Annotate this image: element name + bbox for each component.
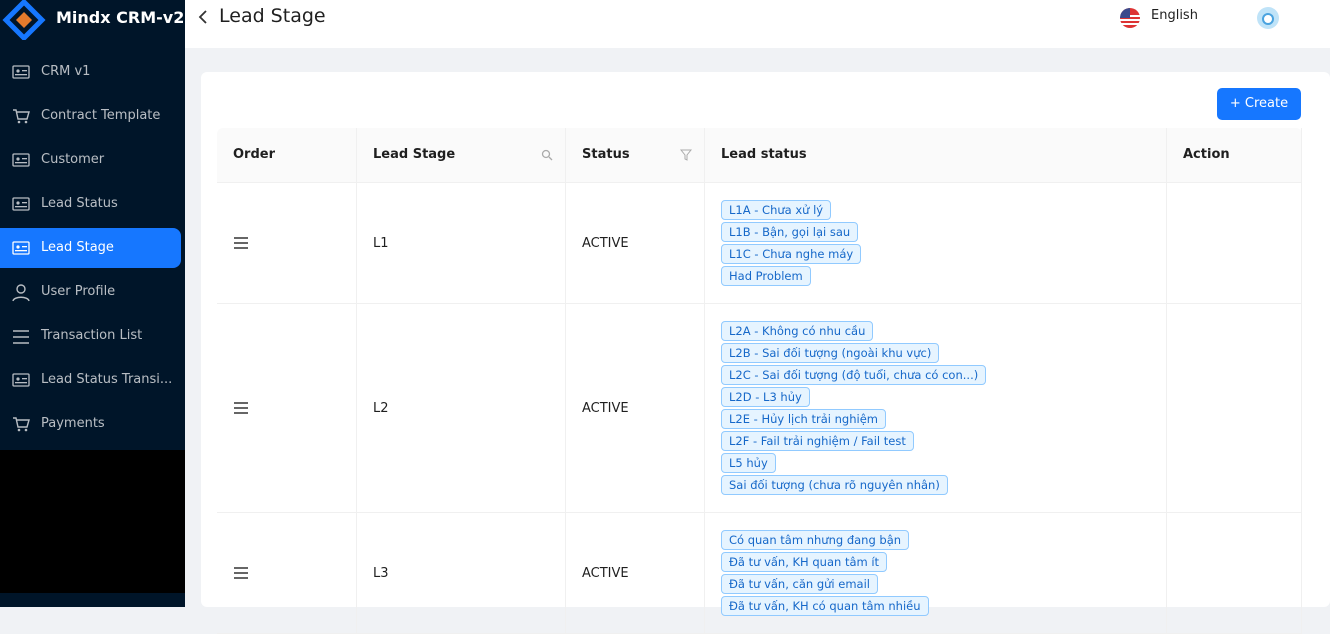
menu-icon — [13, 330, 29, 344]
menu-item[interactable]: User Profile — [0, 272, 181, 312]
drag-handle-cell — [217, 183, 357, 303]
status-tag: L5 hủy — [721, 453, 776, 473]
table-header: Order Lead Stage Status Lead status Action — [217, 128, 1302, 183]
action-cell — [1167, 304, 1302, 512]
logo-bar: Mindx CRM-v2 — [0, 0, 185, 50]
drag-handle-cell — [217, 304, 357, 512]
menu-item[interactable]: Transaction List — [0, 316, 181, 356]
status-cell: ACTIVE — [566, 513, 705, 633]
drag-handle-cell — [217, 513, 357, 633]
status-tag: L2D - L3 hủy — [721, 387, 810, 407]
status-tag: L2A - Không có nhu cầu — [721, 321, 874, 341]
stage-cell: L3 — [357, 513, 566, 633]
sidebar: Mindx CRM-v2 CRM v1 Contract Template Cust… — [0, 0, 185, 607]
back-button[interactable] — [198, 9, 210, 25]
content-card: + Create Order Lead Stage Status Lead statu… — [201, 72, 1330, 634]
menu-item[interactable]: Lead Stage — [0, 228, 181, 268]
status-tag: L2F - Fail trải nghiệm / Fail test — [721, 431, 914, 451]
sidebar-footer — [0, 593, 185, 607]
menu-icon — [12, 65, 30, 79]
lead-status-cell: L1A - Chưa xử lý L1B - Bận, gọi lại sau L1… — [705, 183, 1167, 303]
menu-icon — [13, 109, 30, 124]
status-tag: L1A - Chưa xử lý — [721, 200, 832, 220]
menu-icon — [12, 197, 30, 211]
menu-item[interactable]: Lead Status — [0, 184, 181, 224]
menu: CRM v1 Contract Template Customer Lead Stat… — [0, 50, 185, 450]
data-table: Order Lead Stage Status Lead status Action L1… — [217, 128, 1302, 634]
status-tag: Có quan tâm nhưng đang bận — [721, 530, 910, 550]
menu-item[interactable]: CRM v1 — [0, 52, 181, 92]
action-cell — [1167, 513, 1302, 633]
status-tag: L2B - Sai đối tượng (ngoài khu vực) — [721, 343, 940, 363]
status-tag: Đã tư vấn, KH quan tâm ít — [721, 552, 888, 572]
header: Lead Stage English — [185, 0, 1330, 48]
status-tag: Đã tư vấn, KH có quan tâm nhiều — [721, 596, 929, 616]
menu-item[interactable]: Customer — [0, 140, 181, 180]
status-tag: L2C - Sai đối tượng (độ tuổi, chưa có co… — [721, 365, 987, 385]
menu-icon — [12, 153, 30, 167]
filter-icon[interactable] — [680, 149, 692, 161]
menu-item[interactable]: Lead Status Transi... — [0, 360, 181, 400]
menu-icon — [13, 417, 30, 432]
table-row: L1 ACTIVE L1A - Chưa xử lý L1B - Bận, gọi l… — [217, 183, 1302, 304]
status-tag: Đã tư vấn, căn gửi email — [721, 574, 878, 594]
column-header: Order — [217, 128, 357, 182]
menu-icon — [12, 284, 30, 302]
page-title: Lead Stage — [219, 5, 326, 27]
status-tag: L1B - Bận, gọi lại sau — [721, 222, 859, 242]
lead-status-cell: L2A - Không có nhu cầu L2B - Sai đối tượn… — [705, 304, 1167, 512]
language-selector[interactable]: English — [1151, 8, 1198, 23]
status-cell: ACTIVE — [566, 304, 705, 512]
status-tag: Sai đối tượng (chưa rõ nguyên nhân) — [721, 475, 948, 495]
search-icon[interactable] — [541, 149, 553, 161]
column-header: Lead Stage — [357, 128, 566, 182]
table-row: L2 ACTIVE L2A - Không có nhu cầu L2B - Sai … — [217, 304, 1302, 513]
drag-handle[interactable] — [234, 237, 248, 249]
column-header: Lead status — [705, 128, 1167, 182]
status-tag: Had Problem — [721, 266, 811, 286]
column-header: Status — [566, 128, 705, 182]
status-cell: ACTIVE — [566, 183, 705, 303]
brand: Mindx CRM-v2 — [56, 8, 185, 27]
avatar[interactable] — [1256, 6, 1280, 30]
menu-icon — [12, 373, 30, 387]
stage-cell: L1 — [357, 183, 566, 303]
menu-item[interactable]: Contract Template — [0, 96, 181, 136]
column-header: Action — [1167, 128, 1302, 182]
drag-handle[interactable] — [234, 402, 248, 414]
menu-icon — [12, 241, 30, 255]
create-button[interactable]: + Create — [1217, 88, 1301, 120]
lead-status-cell: Có quan tâm nhưng đang bận Đã tư vấn, KH … — [705, 513, 1167, 633]
flag-icon — [1120, 8, 1140, 28]
stage-cell: L2 — [357, 304, 566, 512]
status-tag: L2E - Hủy lịch trải nghiệm — [721, 409, 886, 429]
logo-icon — [2, 0, 46, 40]
drag-handle[interactable] — [234, 567, 248, 579]
action-cell — [1167, 183, 1302, 303]
menu-item[interactable]: Payments — [0, 404, 181, 444]
status-tag: L1C - Chưa nghe máy — [721, 244, 862, 264]
table-row: L3 ACTIVE Có quan tâm nhưng đang bận Đã tư … — [217, 513, 1302, 634]
